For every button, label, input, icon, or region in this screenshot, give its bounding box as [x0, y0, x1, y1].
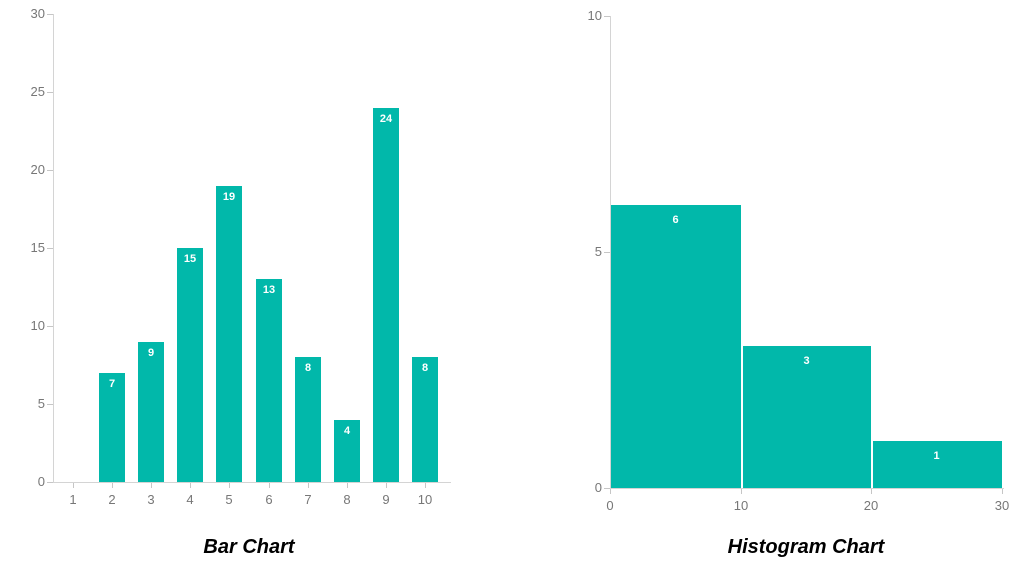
- x-axis-label: 9: [382, 492, 390, 507]
- bar-chart-title: Bar Chart: [203, 536, 295, 558]
- x-axis-label: 7: [304, 492, 312, 507]
- y-axis-label: 5: [594, 244, 602, 259]
- bar-category-7[interactable]: [295, 357, 321, 482]
- x-axis-tick: [871, 489, 872, 494]
- x-axis-label: 5: [225, 492, 233, 507]
- x-axis-tick: [425, 483, 426, 488]
- x-axis-tick: [73, 483, 74, 488]
- y-axis-tick: [604, 488, 610, 489]
- x-axis-label: 4: [186, 492, 194, 507]
- bar-category-4[interactable]: [177, 248, 203, 482]
- x-axis-tick: [1002, 489, 1003, 494]
- bar-category-5[interactable]: [216, 186, 242, 482]
- y-axis-label: 10: [587, 8, 602, 23]
- hist-bin-20-30[interactable]: [872, 441, 1002, 488]
- x-axis-tick: [112, 483, 113, 488]
- x-axis-label: 0: [606, 498, 614, 513]
- x-axis-tick: [386, 483, 387, 488]
- x-axis-label: 3: [147, 492, 155, 507]
- y-axis-label: 10: [30, 318, 45, 333]
- x-axis-tick: [151, 483, 152, 488]
- x-axis-tick: [229, 483, 230, 488]
- bar-category-10[interactable]: [412, 357, 438, 482]
- histogram-chart-title: Histogram Chart: [727, 536, 885, 558]
- x-axis-label: 1: [69, 492, 77, 507]
- y-axis-tick: [47, 482, 53, 483]
- y-axis-tick: [47, 326, 53, 327]
- x-axis-label: 20: [863, 498, 879, 513]
- x-axis-label: 10: [733, 498, 749, 513]
- x-axis-line: [610, 488, 1004, 489]
- hist-bin-10-20[interactable]: [742, 346, 871, 488]
- x-axis-tick: [308, 483, 309, 488]
- x-axis-label: 2: [108, 492, 116, 507]
- bar-category-9[interactable]: [373, 108, 399, 482]
- y-axis-tick: [604, 16, 610, 17]
- x-axis-label: 30: [994, 498, 1010, 513]
- x-axis-tick: [190, 483, 191, 488]
- bar-category-2[interactable]: [99, 373, 125, 482]
- y-axis-label: 25: [30, 84, 45, 99]
- y-axis-label: 15: [30, 240, 45, 255]
- y-axis-line: [610, 16, 611, 488]
- y-axis-tick: [47, 404, 53, 405]
- y-axis-line: [53, 14, 54, 482]
- bar-category-3[interactable]: [138, 342, 164, 482]
- y-axis-tick: [47, 92, 53, 93]
- x-axis-line: [53, 482, 451, 483]
- y-axis-tick: [47, 14, 53, 15]
- x-axis-tick: [347, 483, 348, 488]
- y-axis-tick: [604, 252, 610, 253]
- x-axis-tick: [741, 489, 742, 494]
- hist-bin-0-10[interactable]: [611, 205, 741, 488]
- x-axis-tick: [269, 483, 270, 488]
- y-axis-label: 0: [594, 480, 602, 495]
- y-axis-label: 0: [37, 474, 45, 489]
- bar-category-8[interactable]: [334, 420, 360, 482]
- x-axis-tick: [610, 489, 611, 494]
- y-axis-label: 30: [30, 6, 45, 21]
- y-axis-tick: [47, 170, 53, 171]
- y-axis-tick: [47, 248, 53, 249]
- x-axis-label: 6: [265, 492, 273, 507]
- y-axis-label: 20: [30, 162, 45, 177]
- bar-category-6[interactable]: [256, 279, 282, 482]
- y-axis-label: 5: [37, 396, 45, 411]
- x-axis-label: 10: [417, 492, 433, 507]
- x-axis-label: 8: [343, 492, 351, 507]
